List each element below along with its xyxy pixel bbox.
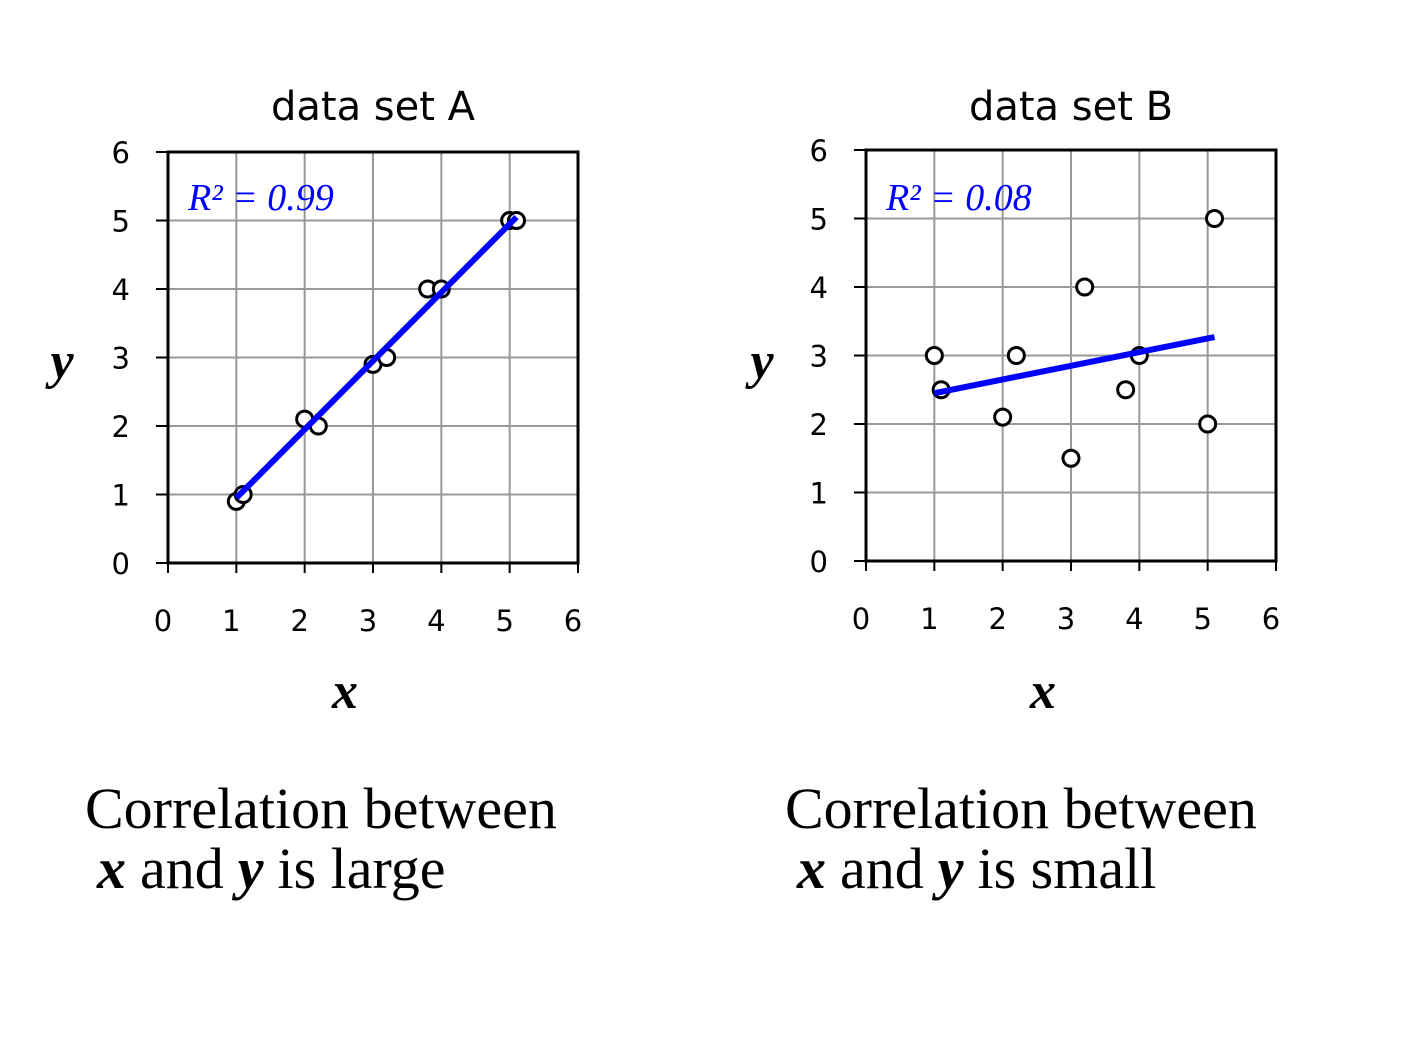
y-tick-label: 4 <box>112 273 130 307</box>
point <box>1006 346 1026 365</box>
caption-var: x <box>796 836 826 901</box>
x-tick-label: 2 <box>988 602 1006 636</box>
y-axis-label: y <box>744 333 774 390</box>
x-tick-label: 1 <box>920 602 938 636</box>
plot-frame <box>864 148 1278 563</box>
x-tick-label: 4 <box>427 604 445 638</box>
caption-text: and <box>840 836 924 901</box>
y-tick-label: 5 <box>810 203 828 237</box>
point <box>924 346 944 365</box>
annotation: R² = 0.99 <box>187 177 334 219</box>
y-tick-label: 2 <box>810 408 828 442</box>
y-tick-label: 1 <box>810 477 828 511</box>
y-tick-label: 0 <box>810 545 828 579</box>
trendline <box>234 214 519 501</box>
y-tick-label: 3 <box>112 342 130 376</box>
caption-text: is small <box>978 836 1157 901</box>
x-tick-label: 3 <box>1057 602 1075 636</box>
trendline <box>933 334 1216 397</box>
chart-title: data set A <box>271 84 476 130</box>
y-axis-label: y <box>44 333 74 390</box>
x-axis-label: x <box>1029 663 1056 720</box>
point <box>1075 277 1095 297</box>
x-tick-label: 0 <box>154 604 172 638</box>
point <box>1205 209 1224 228</box>
caption-text: is large <box>278 836 446 901</box>
y-tick-label: 6 <box>810 134 828 168</box>
y-tick-label: 3 <box>810 340 828 374</box>
x-tick-label: 5 <box>1193 602 1211 636</box>
y-tick-label: 1 <box>112 479 130 513</box>
annotation: R² = 0.08 <box>885 177 1032 219</box>
caption-line: x and y is large <box>96 836 446 901</box>
caption-var: y <box>932 836 964 901</box>
y-tick-label: 6 <box>112 136 130 170</box>
y-tick-label: 4 <box>810 271 828 305</box>
y-tick-label: 5 <box>112 205 130 239</box>
point <box>1061 448 1081 468</box>
chart-title: data set B <box>969 84 1173 130</box>
x-tick-label: 1 <box>222 604 240 638</box>
caption-line: x and y is small <box>796 836 1156 901</box>
x-tick-label: 5 <box>495 604 513 638</box>
point <box>1198 414 1218 434</box>
x-tick-label: 3 <box>359 604 377 638</box>
x-axis-label: x <box>331 663 358 720</box>
caption-line: Correlation between <box>85 776 557 841</box>
caption-var: x <box>96 836 126 901</box>
x-tick-label: 6 <box>564 604 582 638</box>
point <box>1116 380 1136 400</box>
caption-text: and <box>140 836 224 901</box>
y-tick-label: 2 <box>112 410 130 444</box>
x-tick-label: 6 <box>1262 602 1280 636</box>
caption-line: Correlation between <box>785 776 1257 841</box>
point <box>993 407 1013 427</box>
x-tick-label: 2 <box>290 604 308 638</box>
plot-frame <box>166 150 580 565</box>
x-tick-label: 0 <box>852 602 870 636</box>
caption-var: y <box>232 836 264 901</box>
x-tick-label: 4 <box>1125 602 1143 636</box>
y-tick-label: 0 <box>112 547 130 581</box>
